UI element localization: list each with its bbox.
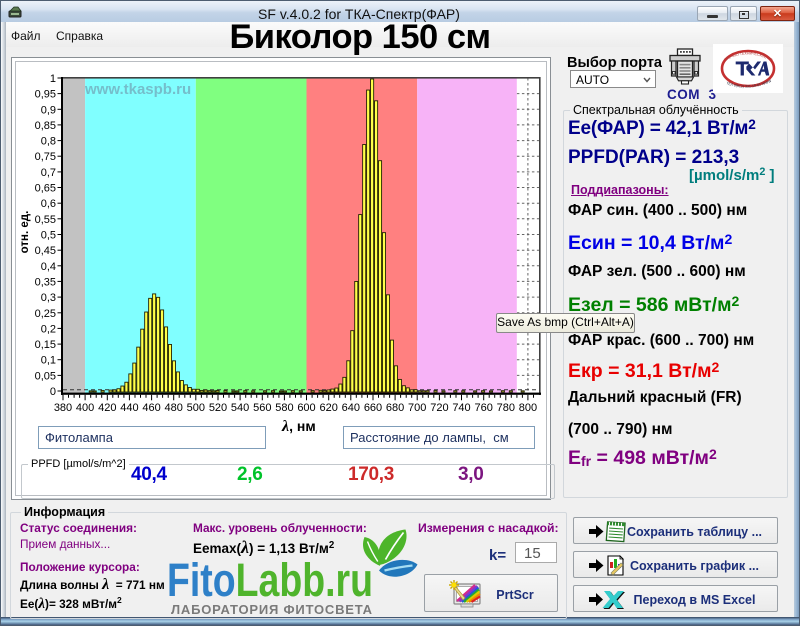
svg-text:760: 760	[475, 402, 493, 414]
svg-text:480: 480	[165, 402, 183, 414]
svg-text:0,65: 0,65	[35, 183, 56, 195]
svg-text:780: 780	[497, 402, 515, 414]
svg-text:1: 1	[50, 73, 56, 85]
svg-text:560: 560	[253, 402, 271, 414]
svg-text:0: 0	[50, 386, 56, 398]
svg-text:0,25: 0,25	[35, 308, 56, 320]
svg-text:700: 700	[408, 402, 426, 414]
svg-text:620: 620	[320, 402, 338, 414]
svg-text:800: 800	[519, 402, 537, 414]
svg-text:680: 680	[386, 402, 404, 414]
svg-text:720: 720	[430, 402, 448, 414]
svg-text:0,4: 0,4	[41, 261, 56, 273]
svg-text:0,2: 0,2	[41, 323, 56, 335]
svg-text:0,9: 0,9	[41, 104, 56, 116]
svg-text:FitoLabb.ru: FitoLabb.ru	[167, 553, 373, 606]
svg-text:0,7: 0,7	[41, 167, 56, 179]
svg-text:0,8: 0,8	[41, 136, 56, 148]
svg-text:600: 600	[297, 402, 315, 414]
svg-text:440: 440	[120, 402, 138, 414]
svg-text:0,05: 0,05	[35, 370, 56, 382]
svg-text:www.tkaspb.ru: www.tkaspb.ru	[84, 81, 191, 98]
svg-text:0,3: 0,3	[41, 292, 56, 304]
svg-text:420: 420	[98, 402, 116, 414]
svg-text:640: 640	[342, 402, 360, 414]
svg-text:0,5: 0,5	[41, 230, 56, 242]
svg-text:660: 660	[364, 402, 382, 414]
svg-text:580: 580	[275, 402, 293, 414]
svg-text:0,15: 0,15	[35, 339, 56, 351]
svg-text:740: 740	[452, 402, 470, 414]
svg-text:0,6: 0,6	[41, 198, 56, 210]
svg-text:0,55: 0,55	[35, 214, 56, 226]
svg-text:λ, нм: λ, нм	[281, 418, 316, 435]
svg-text:460: 460	[142, 402, 160, 414]
svg-text:0,35: 0,35	[35, 276, 56, 288]
svg-text:0,95: 0,95	[35, 89, 56, 101]
svg-text:0,85: 0,85	[35, 120, 56, 132]
svg-text:400: 400	[76, 402, 94, 414]
svg-text:0,1: 0,1	[41, 355, 56, 367]
svg-text:520: 520	[209, 402, 227, 414]
svg-text:380: 380	[54, 402, 72, 414]
svg-text:0,75: 0,75	[35, 151, 56, 163]
svg-text:0,45: 0,45	[35, 245, 56, 257]
svg-text:500: 500	[187, 402, 205, 414]
svg-text:540: 540	[231, 402, 249, 414]
svg-text:отн. ед.: отн. ед.	[19, 211, 31, 254]
svg-text:НАУЧНО ТЕХНИЧЕСКОЕ ПРЕДПРИЯТ: НАУЧНО ТЕХНИЧЕСКОЕ ПРЕДПРИЯТИЕ	[713, 44, 774, 62]
